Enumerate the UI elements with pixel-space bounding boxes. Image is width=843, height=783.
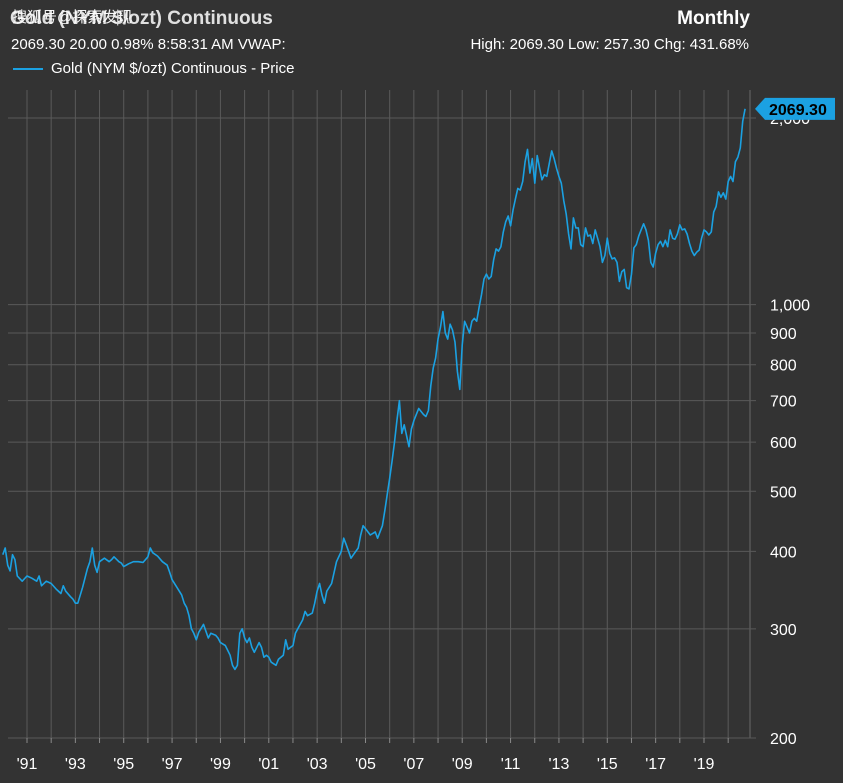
- grid: [8, 90, 756, 739]
- y-tick-label: 200: [770, 731, 797, 748]
- last-price-marker: 2069.30: [755, 97, 835, 120]
- x-tick-label: '11: [501, 756, 521, 773]
- x-tick-label: '95: [113, 756, 134, 773]
- price-line[interactable]: [2, 108, 746, 671]
- watermark: 搜狐号@探索发现: [12, 9, 133, 26]
- x-tick-label: '17: [645, 756, 666, 773]
- last-price-box: [755, 97, 835, 120]
- y-tick-label: 800: [770, 358, 797, 375]
- y-tick-label: 600: [770, 435, 797, 452]
- y-tick-label: 300: [770, 622, 797, 639]
- y-tick-label: 500: [770, 484, 797, 501]
- legend[interactable]: Gold (NYM $/ozt) Continuous - Price: [13, 60, 294, 77]
- chart-title: Gold (NYM $/ozt) Continuous: [10, 8, 273, 29]
- x-tick-label: '97: [162, 756, 183, 773]
- y-tick-label: 400: [770, 544, 797, 561]
- x-axis: '91 '93 '95 '97 '99 '01 '03 '05 '07 '09 '11 '13 '15 '…: [17, 738, 729, 773]
- x-tick-label: '13: [548, 756, 569, 773]
- x-tick-label: '05: [355, 756, 376, 773]
- legend-label: Gold (NYM $/ozt) Continuous - Price: [51, 60, 295, 77]
- y-tick-label: 700: [770, 394, 797, 411]
- x-tick-label: '07: [403, 756, 424, 773]
- stats-line: High: 2069.30 Low: 257.30 Chg: 431.68%: [470, 36, 749, 53]
- x-tick-label: '93: [65, 756, 86, 773]
- x-tick-label: '15: [597, 756, 618, 773]
- quote-line: 2069.30 20.00 0.98% 8:58:31 AM VWAP:: [11, 36, 286, 53]
- x-tick-label: '99: [210, 756, 231, 773]
- y-tick-label: 1,000: [770, 298, 810, 315]
- x-tick-label: '03: [307, 756, 328, 773]
- x-tick-label: '19: [694, 756, 715, 773]
- last-price-label: 2069.30: [769, 102, 827, 119]
- x-tick-label: '91: [17, 756, 38, 773]
- x-tick-label: '09: [452, 756, 473, 773]
- y-tick-label: 900: [770, 326, 797, 343]
- x-tick-label: '01: [258, 756, 279, 773]
- legend-swatch: [13, 67, 43, 70]
- period-label[interactable]: Monthly: [677, 8, 750, 29]
